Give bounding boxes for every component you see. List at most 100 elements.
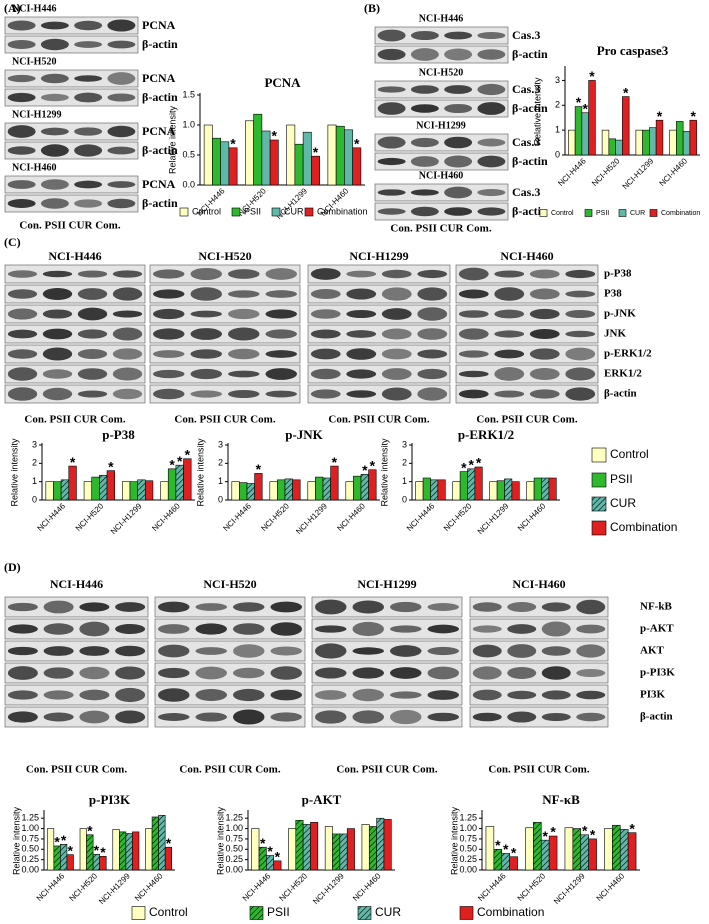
blot-strip — [154, 684, 306, 706]
bar — [245, 120, 254, 186]
x-tick-label: NCI-H446 — [476, 871, 508, 903]
blot-band — [107, 125, 136, 138]
cell-line-label: NCI-H520 — [198, 249, 251, 263]
blot-band — [7, 92, 36, 103]
blot-band — [43, 712, 74, 722]
bar — [122, 481, 131, 501]
blot-strip — [374, 133, 509, 152]
legend-label: Combination — [661, 210, 700, 217]
blot-band — [565, 309, 596, 319]
significance-star: * — [260, 835, 266, 851]
blot-band — [79, 666, 110, 680]
blot-band — [190, 287, 222, 301]
blot-strip — [469, 662, 609, 684]
bar — [86, 834, 94, 871]
bar — [83, 481, 93, 501]
bar — [269, 139, 279, 186]
significance-star: * — [166, 835, 172, 851]
blot-band — [576, 599, 606, 615]
significance-star: * — [230, 136, 236, 152]
x-tick-label: NCI-H460 — [150, 501, 182, 533]
blot-band — [190, 368, 222, 380]
bar — [302, 824, 311, 871]
blot-band — [352, 621, 384, 637]
blot-strip — [469, 618, 609, 640]
lane-labels: Con. PSII CUR Com. — [476, 414, 577, 426]
bar — [203, 124, 213, 186]
bar — [228, 147, 238, 186]
blot-band — [529, 269, 560, 279]
bar — [91, 476, 100, 501]
bar — [540, 839, 550, 871]
bar — [66, 854, 74, 871]
legend-label: CUR — [375, 905, 401, 919]
y-tick-label: 1.00 — [21, 823, 39, 833]
blot-band — [228, 370, 260, 378]
blot-band — [74, 92, 103, 103]
bar — [220, 141, 230, 186]
blot-band — [507, 624, 537, 634]
blot-strip — [455, 324, 599, 344]
blot-band — [74, 41, 103, 48]
significance-star: * — [691, 108, 697, 124]
blot-band — [43, 646, 74, 656]
bar — [315, 476, 324, 501]
bar — [119, 831, 127, 871]
x-tick-label: NCI-H446 — [35, 871, 67, 903]
bar — [361, 824, 370, 871]
blot-band — [477, 83, 506, 96]
legend-swatch — [591, 520, 607, 536]
blot-band — [477, 188, 506, 197]
blot-band — [529, 348, 560, 360]
bar — [79, 828, 87, 871]
y-tick-label: 0.50 — [459, 844, 477, 854]
bar — [151, 816, 159, 871]
legend-label: PSII — [267, 905, 290, 919]
y-tick-label: 1 — [555, 125, 560, 135]
blot-band — [79, 710, 110, 724]
blot-band — [410, 156, 439, 167]
blot-strip — [374, 26, 509, 45]
blot-strip — [374, 45, 509, 64]
blot-band — [444, 186, 473, 199]
bar — [430, 479, 439, 501]
blot-strip — [307, 304, 451, 324]
blot-strip — [149, 264, 301, 284]
blot-strip — [307, 264, 451, 284]
band-label: β-actin — [512, 47, 548, 61]
lane-labels: Con. PSII CUR Com. — [24, 414, 125, 426]
blot-band — [352, 647, 384, 655]
significance-star: * — [100, 844, 106, 860]
bar — [383, 819, 392, 871]
blot-band — [529, 288, 560, 300]
blot-strip — [149, 324, 301, 344]
y-tick-label: 0.00 — [225, 864, 243, 874]
blot-band — [74, 199, 103, 208]
y-tick-label: 0.5 — [182, 149, 195, 159]
blot-band — [7, 690, 38, 700]
significance-star: * — [70, 454, 76, 470]
bar — [310, 822, 319, 871]
blot-band — [158, 601, 190, 613]
y-tick-label: 0.25 — [21, 854, 39, 864]
blot-band — [565, 347, 596, 361]
significance-star: * — [476, 455, 482, 471]
chart-title: p-PI3K — [89, 792, 131, 807]
lane-labels: Con. PSII CUR Com. — [19, 220, 120, 232]
blot-band — [417, 387, 448, 401]
blot-strip — [311, 596, 463, 618]
blot-band — [77, 348, 108, 360]
blot-band — [195, 689, 227, 701]
blot-band — [270, 622, 302, 636]
blot-band — [115, 666, 146, 680]
blot-band — [444, 31, 473, 40]
blot-strip — [307, 364, 451, 384]
bar — [330, 465, 339, 501]
blot-band — [77, 270, 108, 278]
y-tick-label: 2 — [555, 100, 560, 110]
blot-band — [346, 330, 377, 338]
blot-band — [346, 369, 377, 379]
bar — [167, 468, 177, 501]
legend-swatch — [304, 207, 314, 217]
blot-strip — [149, 284, 301, 304]
